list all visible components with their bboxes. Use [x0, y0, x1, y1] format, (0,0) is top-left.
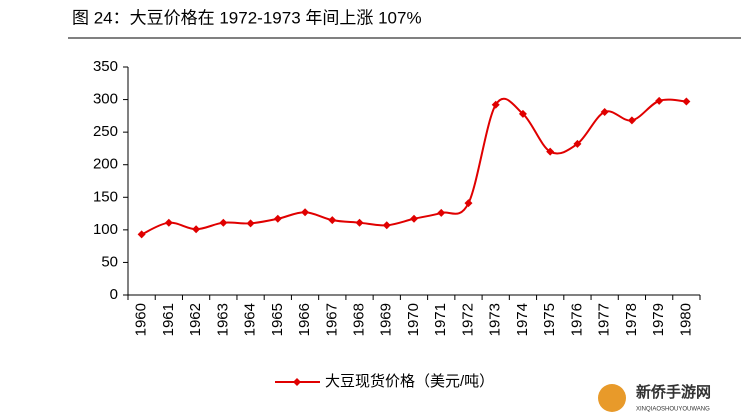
watermark-icon — [598, 384, 626, 412]
marker — [437, 208, 446, 217]
marker — [137, 230, 146, 239]
x-tick-label: 1971 — [432, 303, 449, 336]
marker — [164, 218, 173, 227]
x-tick-label: 1978 — [623, 303, 640, 336]
marker — [410, 214, 418, 223]
marker — [273, 214, 282, 223]
x-tick-label: 1972 — [459, 303, 476, 336]
watermark: 新侨手游网 XINQIAOSHOUYOUWANG — [598, 383, 711, 413]
y-tick-label: 300 — [93, 91, 118, 108]
x-tick-label: 1962 — [187, 303, 204, 336]
marker — [546, 147, 555, 156]
legend-label: 大豆现货价格（美元/吨） — [325, 373, 494, 390]
y-tick-label: 150 — [93, 188, 118, 205]
x-tick-label: 1970 — [405, 303, 422, 336]
x-tick-label: 1960 — [133, 303, 150, 336]
x-tick-label: 1963 — [214, 303, 231, 336]
x-tick-label: 1967 — [323, 303, 340, 336]
x-tick-label: 1977 — [596, 303, 613, 336]
marker — [246, 219, 255, 228]
y-tick-label: 350 — [93, 58, 118, 75]
marker — [192, 225, 201, 234]
marker — [573, 139, 582, 148]
x-tick-label: 1964 — [242, 303, 259, 336]
x-tick-label: 1979 — [650, 303, 667, 336]
x-tick-label: 1961 — [160, 303, 177, 336]
watermark-subtitle: XINQIAOSHOUYOUWANG — [636, 407, 710, 413]
x-tick-label: 1969 — [378, 303, 395, 336]
marker — [219, 218, 228, 227]
marker — [600, 107, 609, 116]
marker — [655, 96, 664, 105]
x-tick-label: 1966 — [296, 303, 313, 336]
x-tick-label: 1975 — [541, 303, 558, 336]
marker — [464, 199, 473, 208]
marker — [328, 216, 337, 225]
line — [141, 97, 687, 236]
x-tick-label: 1976 — [568, 303, 585, 336]
x-tick-label: 1965 — [269, 303, 286, 336]
y-tick-label: 0 — [110, 286, 118, 303]
marker — [382, 221, 391, 230]
y-tick-label: 200 — [93, 156, 118, 173]
watermark-text: 新侨手游网 — [636, 383, 711, 401]
x-tick-label: 1974 — [514, 303, 531, 336]
x-tick-label: 1968 — [350, 303, 367, 336]
y-tick-label: 250 — [93, 123, 118, 140]
chart-title: 图 24：大豆价格在 1972-1973 年间上涨 107% — [72, 8, 422, 27]
y-tick-label: 50 — [101, 253, 118, 270]
legend-marker — [293, 378, 301, 386]
x-tick-label: 1973 — [487, 303, 504, 336]
marker — [682, 97, 691, 106]
marker — [491, 100, 500, 109]
marker — [355, 218, 364, 227]
x-tick-label: 1980 — [677, 303, 694, 336]
marker — [301, 208, 310, 217]
marker — [518, 109, 527, 118]
marker — [627, 116, 636, 125]
y-tick-label: 100 — [93, 221, 118, 238]
